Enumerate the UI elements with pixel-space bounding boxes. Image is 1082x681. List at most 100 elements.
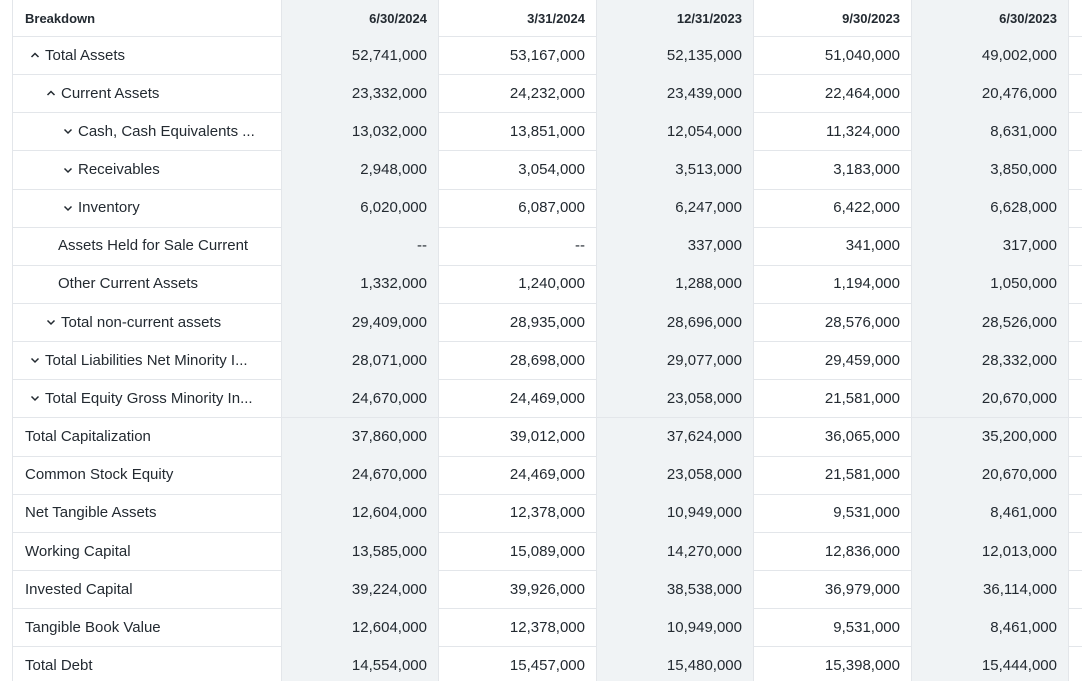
row-label-cell: Cash, Cash Equivalents ... <box>12 112 282 152</box>
data-cell: 9,531,000 <box>754 493 912 533</box>
expand-toggle[interactable] <box>30 50 40 60</box>
data-cell: 49,002,000 <box>912 36 1069 76</box>
cell-text: 24,670,000 <box>351 389 427 407</box>
data-cell: 23,439,000 <box>597 74 754 114</box>
cell-text: 36,979,000 <box>824 580 900 598</box>
row-label-cell: Working Capital <box>12 531 282 572</box>
data-cell: 6,020,000 <box>282 188 439 228</box>
data-cell: 3,054,000 <box>439 150 597 190</box>
cell-text: 37,860,000 <box>351 428 427 446</box>
cell-text: 39,926,000 <box>509 580 585 598</box>
cell-text: 12,054,000 <box>666 122 742 140</box>
cell-text: 53,167,000 <box>509 46 585 64</box>
cell-text: 2,948,000 <box>360 161 427 178</box>
cell-text: 8,461,000 <box>990 618 1057 636</box>
cell-text: 28,332,000 <box>981 351 1057 369</box>
cell-text: 28,071,000 <box>351 351 427 369</box>
data-cell: 341,000 <box>754 226 912 266</box>
cell-text: 23,058,000 <box>666 466 742 484</box>
cell-text: 12,013,000 <box>981 542 1057 560</box>
cell-text: 23,332,000 <box>351 84 427 102</box>
data-cell: 8,631,000 <box>912 112 1069 152</box>
cell-text: 29,409,000 <box>351 313 427 331</box>
overflow-cell <box>1069 456 1082 495</box>
expand-toggle[interactable] <box>30 393 40 403</box>
expand-toggle[interactable] <box>30 355 40 365</box>
overflow-cell <box>1069 532 1082 572</box>
cell-text: 14,270,000 <box>666 542 742 560</box>
data-cell: 12,378,000 <box>439 608 597 648</box>
data-cell: 28,696,000 <box>597 303 754 343</box>
expand-toggle[interactable] <box>46 88 56 98</box>
row-label-cell: Total Liabilities Net Minority I... <box>12 341 282 381</box>
cell-text: Total Liabilities Net Minority I... <box>45 351 248 369</box>
cell-text: 49,002,000 <box>981 46 1057 64</box>
data-cell: 22,464,000 <box>754 74 912 114</box>
cell-text: Common Stock Equity <box>25 466 174 484</box>
data-cell: 6,422,000 <box>754 188 912 228</box>
data-cell: 28,071,000 <box>282 341 439 381</box>
cell-text: 8,461,000 <box>990 504 1057 522</box>
cell-text: 12,604,000 <box>351 618 427 636</box>
cell-text: 6,087,000 <box>518 199 585 217</box>
cell-text: Cash, Cash Equivalents ... <box>78 122 255 140</box>
overflow-cell <box>1069 303 1082 343</box>
row-label-cell: Total Capitalization <box>12 417 282 457</box>
row-label-cell: Assets Held for Sale Current <box>12 226 282 266</box>
data-cell: 11,324,000 <box>754 112 912 152</box>
header-cell: 6/30/2024 <box>282 0 439 37</box>
cell-text: 39,012,000 <box>509 428 585 446</box>
cell-text: 9,531,000 <box>833 618 900 636</box>
row-label-cell: Invested Capital <box>12 570 282 610</box>
data-cell: 29,409,000 <box>282 303 439 343</box>
header-cell: Breakdown <box>12 0 282 37</box>
row-label-cell: Receivables <box>12 150 282 190</box>
cell-text: 15,444,000 <box>981 656 1057 674</box>
cell-text: 28,698,000 <box>509 351 585 369</box>
data-cell: 20,476,000 <box>912 74 1069 114</box>
row-label-cell: Inventory <box>12 188 282 228</box>
cell-text: 3,183,000 <box>833 161 900 178</box>
cell-text: 38,538,000 <box>666 580 742 598</box>
data-cell: 23,058,000 <box>597 455 754 495</box>
expand-toggle[interactable] <box>63 165 73 175</box>
expand-toggle[interactable] <box>63 126 73 136</box>
expand-toggle[interactable] <box>63 203 73 213</box>
cell-text: Assets Held for Sale Current <box>58 237 249 255</box>
cell-text: Inventory <box>78 199 140 217</box>
cell-text: 9,531,000 <box>833 504 900 522</box>
cell-text: Total non-current assets <box>61 313 222 331</box>
data-cell: 15,457,000 <box>439 646 597 681</box>
cell-text: 6/30/2024 <box>369 10 427 26</box>
header-cell: 9/30/2023 <box>754 0 912 37</box>
data-cell: 14,270,000 <box>597 531 754 572</box>
data-cell: -- <box>439 226 597 266</box>
cell-text: 22,464,000 <box>824 84 900 102</box>
cell-text: 8,631,000 <box>990 122 1057 140</box>
data-cell: 52,741,000 <box>282 36 439 76</box>
data-cell: 1,332,000 <box>282 264 439 305</box>
data-cell: 1,050,000 <box>912 264 1069 305</box>
cell-text: 1,050,000 <box>990 275 1057 293</box>
row-label-cell: Other Current Assets <box>12 264 282 305</box>
data-cell: 1,240,000 <box>439 264 597 305</box>
data-cell: 29,459,000 <box>754 341 912 381</box>
cell-text: 28,576,000 <box>824 313 900 331</box>
data-cell: 28,332,000 <box>912 341 1069 381</box>
data-cell: 23,058,000 <box>597 379 754 419</box>
data-cell: 10,949,000 <box>597 493 754 533</box>
data-cell: 6,628,000 <box>912 188 1069 228</box>
data-cell: 36,114,000 <box>912 570 1069 610</box>
cell-text: 13,851,000 <box>509 122 585 140</box>
row-label-cell: Net Tangible Assets <box>12 493 282 533</box>
data-cell: 36,979,000 <box>754 570 912 610</box>
cell-text: 13,032,000 <box>351 122 427 140</box>
cell-text: Working Capital <box>25 542 131 560</box>
cell-text: -- <box>575 237 585 255</box>
data-cell: 53,167,000 <box>439 36 597 76</box>
data-cell: 8,461,000 <box>912 493 1069 533</box>
cell-text: 1,288,000 <box>675 275 742 293</box>
expand-toggle[interactable] <box>46 317 56 327</box>
cell-text: 12,836,000 <box>824 542 900 560</box>
data-cell: 37,624,000 <box>597 417 754 457</box>
